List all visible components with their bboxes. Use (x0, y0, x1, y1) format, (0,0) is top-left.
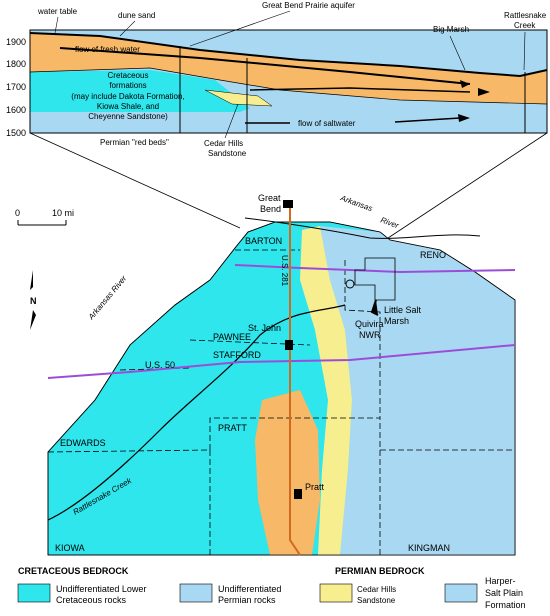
legend-label: Cretaceous rocks (56, 595, 127, 605)
town (285, 340, 293, 350)
place-label: St. John (248, 323, 281, 333)
label: Cheyenne Sandstone) (88, 112, 168, 121)
legend-label: Sandstone (357, 596, 396, 605)
town (294, 489, 302, 499)
place-label: Bend (260, 204, 281, 214)
elevation-axis: 1900 1800 1700 1600 1500 (6, 37, 26, 138)
legend-swatch (179, 583, 213, 603)
label: Sandstone (208, 149, 247, 158)
cretaceous-layer (30, 70, 250, 112)
river (244, 217, 481, 239)
label: Kiowa Shale, and (97, 102, 159, 111)
place-label: NWR (359, 330, 381, 340)
legend-heading: PERMIAN BEDROCK (335, 566, 425, 576)
place-label: Quivira (355, 319, 384, 329)
county-label: EDWARDS (60, 438, 106, 448)
scale-label: 0 (15, 208, 20, 218)
county-label: KIOWA (55, 543, 85, 553)
north-arrow (30, 270, 36, 330)
cedar-hills-lens (204, 89, 273, 107)
legend-swatch (444, 583, 478, 603)
legend-label: Undifferentiated (218, 584, 281, 594)
label: Big Marsh (433, 25, 469, 34)
legend-label: Formation (485, 600, 526, 610)
cross-section: 1900 1800 1700 1600 1500 water table dun… (6, 1, 548, 158)
label: Cretaceous (108, 71, 149, 80)
zoom-line (29, 132, 548, 241)
label: Cedar Hills (204, 139, 243, 148)
label: Creek (514, 21, 536, 30)
quivira-boundary (354, 257, 396, 301)
label: flow of saltwater (298, 119, 356, 128)
scale-label: 10 mi (52, 208, 74, 218)
us-281 (289, 205, 301, 556)
us-50 (47, 344, 516, 379)
fresh-flow-arrow (59, 47, 471, 85)
road-label: U.S. 50 (145, 360, 175, 370)
scale-bar (17, 220, 67, 226)
county-line (47, 249, 515, 555)
map: 0 10 mi N Great Bend Arkansas River Arka… (15, 193, 516, 556)
legend-label: Cedar Hills (357, 585, 396, 594)
arrowhead (460, 80, 470, 88)
label: formations (109, 81, 146, 90)
leader (54, 10, 291, 47)
county-label: STAFFORD (213, 350, 261, 360)
label: Permian "red beds" (100, 138, 169, 147)
county-label: KINGMAN (408, 543, 450, 553)
legend-label: Salt Plain (485, 588, 523, 598)
place-label: Marsh (384, 316, 409, 326)
road-label: U.S. 281 (280, 255, 289, 287)
label: (may include Dakota Formation, (71, 92, 184, 101)
county-label: BARTON (245, 236, 282, 246)
label: flow of fresh water (75, 45, 140, 54)
arrowhead (478, 88, 490, 96)
cedar-hills-area (300, 226, 352, 555)
label: Great Bend Prairie aquifer (262, 1, 355, 10)
label: water table (37, 7, 78, 16)
leader (449, 31, 526, 71)
legend-swatch (17, 583, 51, 603)
elevation-tick: 1800 (6, 59, 26, 69)
place-label: Great (258, 193, 281, 203)
north-label: N (30, 296, 37, 306)
legend: CRETACEOUS BEDROCK PERMIAN BEDROCK Undif… (17, 566, 526, 610)
place-label: Pratt (305, 482, 325, 492)
town (283, 200, 293, 208)
label: Rattlesnake (504, 11, 547, 20)
legend-label: Undifferentiated Lower (56, 584, 146, 594)
salt-flow-arrow (394, 117, 461, 123)
big-marsh (345, 279, 355, 289)
place-label: Little Salt (384, 305, 422, 315)
elevation-tick: 1900 (6, 37, 26, 47)
rattlesnake-creek (47, 304, 346, 521)
cretaceous-label: Cretaceous formations (may include Dakot… (71, 71, 184, 121)
county-label: RENO (420, 250, 446, 260)
leader (224, 103, 239, 139)
legend-swatch (319, 583, 353, 603)
permian-area (320, 226, 515, 555)
dune-sand (29, 32, 548, 78)
legend-label: Harper- (485, 576, 516, 586)
fresh-flow-arrow (249, 87, 471, 93)
section-frame (29, 29, 548, 134)
elevation-tick: 1600 (6, 105, 26, 115)
little-salt-marsh (370, 299, 379, 316)
aquifer-area (255, 390, 320, 555)
river-label: Arkansas River (86, 274, 129, 322)
river-label: River (379, 215, 400, 230)
highway (234, 264, 516, 274)
legend-heading: CRETACEOUS BEDROCK (18, 566, 129, 576)
elevation-tick: 1500 (6, 128, 26, 138)
legend-label: Permian rocks (218, 595, 276, 605)
county-label: PRATT (218, 423, 247, 433)
river-label: Arkansas (338, 193, 373, 213)
elevation-tick: 1700 (6, 82, 26, 92)
county-label: PAWNEE (213, 332, 251, 342)
arrowhead (458, 114, 470, 122)
label: dune sand (118, 11, 155, 20)
